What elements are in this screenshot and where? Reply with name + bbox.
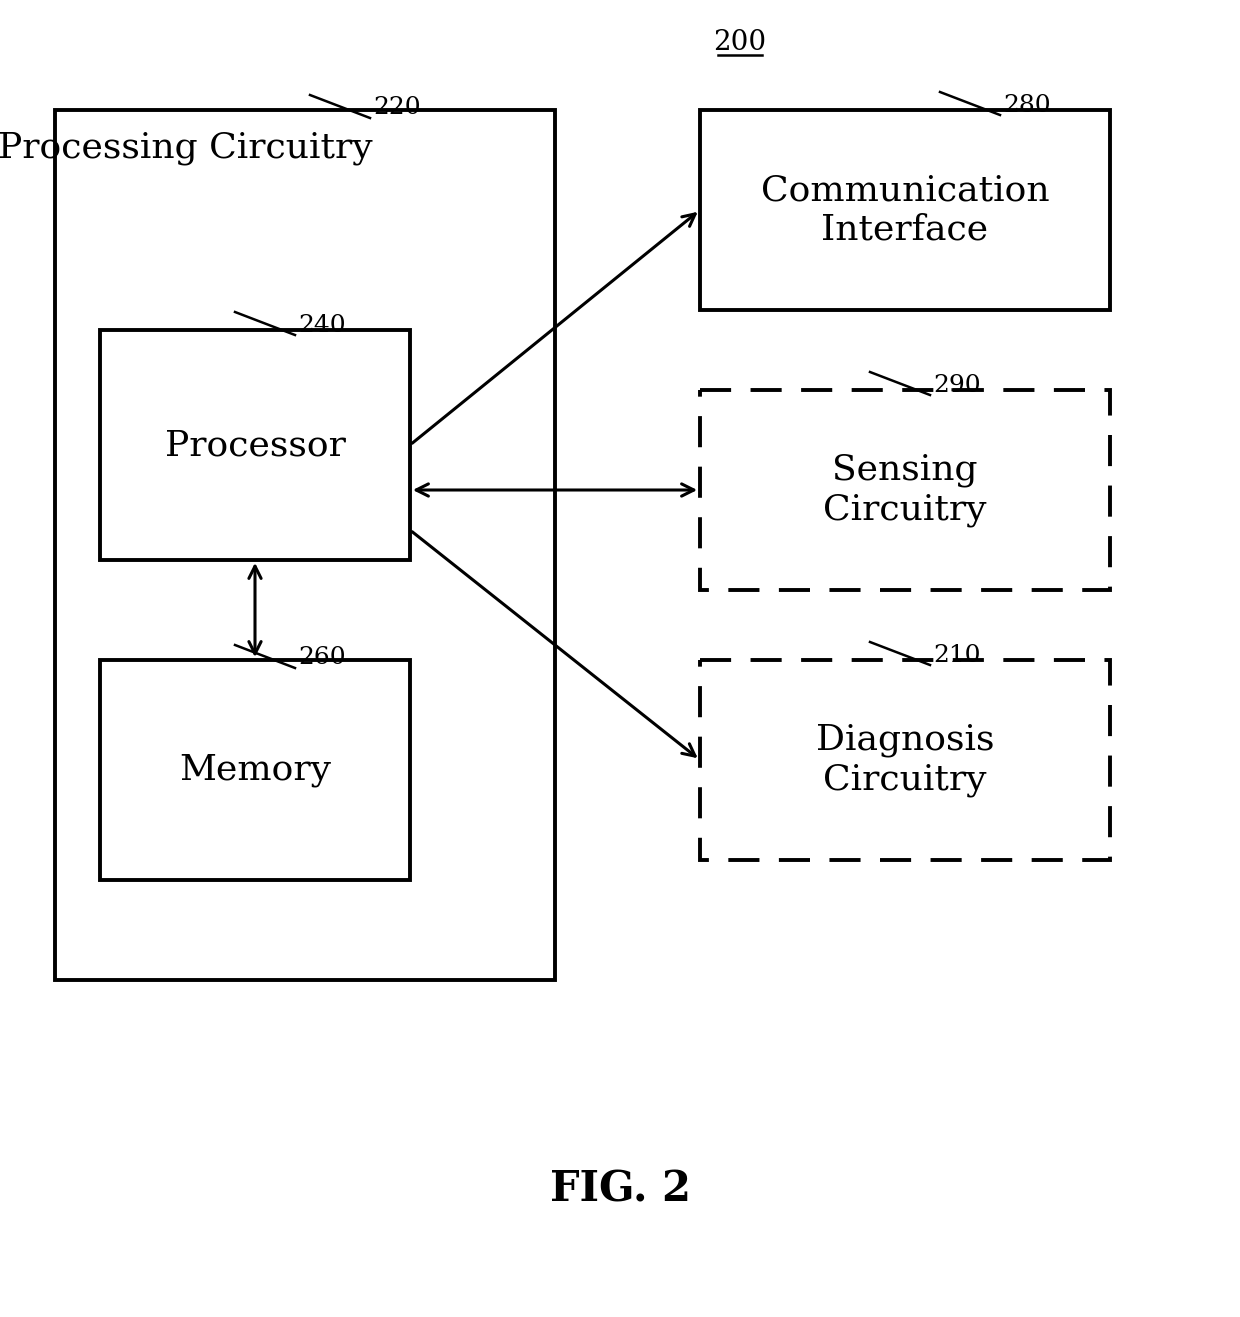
Bar (55, 111, 556, 980)
Bar (701, 111, 1110, 309)
Text: Communication
Interface: Communication Interface (760, 174, 1049, 246)
Text: 200: 200 (713, 29, 766, 55)
Text: Processing Circuitry: Processing Circuitry (0, 130, 372, 165)
Text: Memory: Memory (179, 753, 331, 788)
Text: 240: 240 (298, 313, 346, 337)
Text: 220: 220 (373, 96, 420, 120)
Text: 210: 210 (932, 644, 981, 666)
Text: FIG. 2: FIG. 2 (549, 1169, 691, 1212)
Bar (100, 331, 410, 560)
Bar (701, 660, 1110, 860)
Text: 260: 260 (298, 647, 346, 669)
Bar (100, 660, 410, 880)
Bar (701, 390, 1110, 590)
Text: Sensing
Circuitry: Sensing Circuitry (823, 453, 987, 527)
Text: 290: 290 (932, 374, 981, 396)
Text: Processor: Processor (165, 428, 346, 462)
Text: Diagnosis
Circuitry: Diagnosis Circuitry (816, 723, 994, 797)
Text: 280: 280 (1003, 94, 1050, 116)
